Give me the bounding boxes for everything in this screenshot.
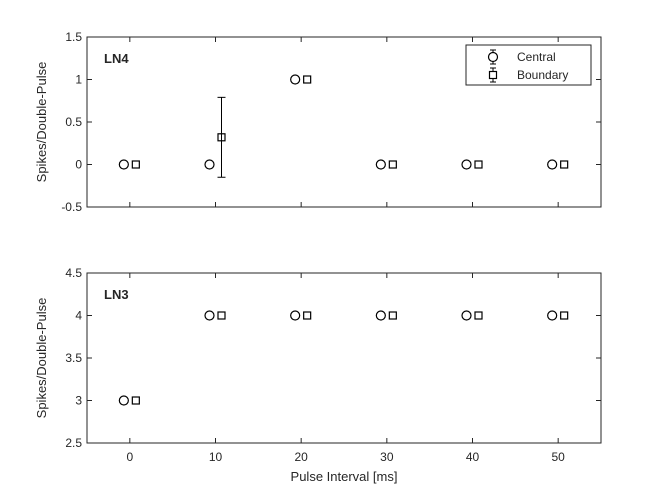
y-tick-label: -0.5 bbox=[61, 200, 82, 214]
panel-title: LN4 bbox=[104, 51, 129, 66]
data-point-boundary bbox=[388, 311, 397, 320]
legend-label: Boundary bbox=[517, 68, 568, 82]
data-point-central bbox=[375, 159, 386, 170]
data-point-central bbox=[204, 159, 215, 170]
data-point-boundary bbox=[131, 396, 140, 405]
y-tick-label: 0.5 bbox=[65, 115, 82, 129]
legend-box bbox=[465, 44, 592, 86]
y-tick-label: 3.5 bbox=[65, 351, 82, 365]
data-point-central bbox=[290, 310, 301, 321]
panel-ln3: 2.5 3 3.5 4 4.5 0 10 20 30 40 50 LN3 Spikes/Double-P… bbox=[34, 266, 602, 484]
data-point-boundary bbox=[560, 160, 569, 169]
y-tick-label: 4 bbox=[75, 309, 82, 323]
panel-title: LN3 bbox=[104, 287, 129, 302]
data-point-central bbox=[461, 159, 472, 170]
y-axis-label: Spikes/Double-Pulse bbox=[34, 62, 49, 183]
data-point-central bbox=[118, 159, 129, 170]
data-point-boundary bbox=[217, 311, 226, 320]
data-point-central bbox=[204, 310, 215, 321]
panel-ln4: -0.5 0 0.5 1 1.5 LN4 Spikes/Double-Pulse Centra… bbox=[34, 30, 602, 214]
data-point-central bbox=[375, 310, 386, 321]
data-point-boundary bbox=[560, 311, 569, 320]
y-axis-label: Spikes/Double-Pulse bbox=[34, 298, 49, 419]
data-point-boundary bbox=[217, 133, 226, 142]
y-tick-label: 3 bbox=[75, 394, 82, 408]
data-point-central bbox=[547, 310, 558, 321]
x-tick-label: 0 bbox=[126, 450, 133, 464]
legend: Central Boundary bbox=[465, 44, 592, 86]
x-tick-label: 30 bbox=[380, 450, 394, 464]
legend-square-marker bbox=[488, 70, 498, 80]
data-point-boundary bbox=[474, 160, 483, 169]
axes-box bbox=[86, 272, 602, 444]
data-point-boundary bbox=[303, 75, 312, 84]
x-tick-label: 20 bbox=[294, 450, 308, 464]
y-tick-label: 1.5 bbox=[65, 30, 82, 44]
legend-label: Central bbox=[517, 50, 556, 64]
legend-circle-marker bbox=[487, 51, 499, 63]
data-point-boundary bbox=[131, 160, 140, 169]
data-point-central bbox=[461, 310, 472, 321]
data-point-central bbox=[118, 395, 129, 406]
data-point-central bbox=[290, 74, 301, 85]
data-point-central bbox=[547, 159, 558, 170]
y-tick-label: 0 bbox=[75, 158, 82, 172]
y-tick-label: 2.5 bbox=[65, 436, 82, 450]
x-axis-label: Pulse Interval [ms] bbox=[291, 469, 398, 484]
x-tick-label: 40 bbox=[466, 450, 480, 464]
x-tick-label: 10 bbox=[209, 450, 223, 464]
y-tick-label: 4.5 bbox=[65, 266, 82, 280]
data-point-boundary bbox=[388, 160, 397, 169]
data-point-boundary bbox=[474, 311, 483, 320]
y-tick-label: 1 bbox=[75, 73, 82, 87]
x-tick-label: 50 bbox=[551, 450, 565, 464]
data-point-boundary bbox=[303, 311, 312, 320]
